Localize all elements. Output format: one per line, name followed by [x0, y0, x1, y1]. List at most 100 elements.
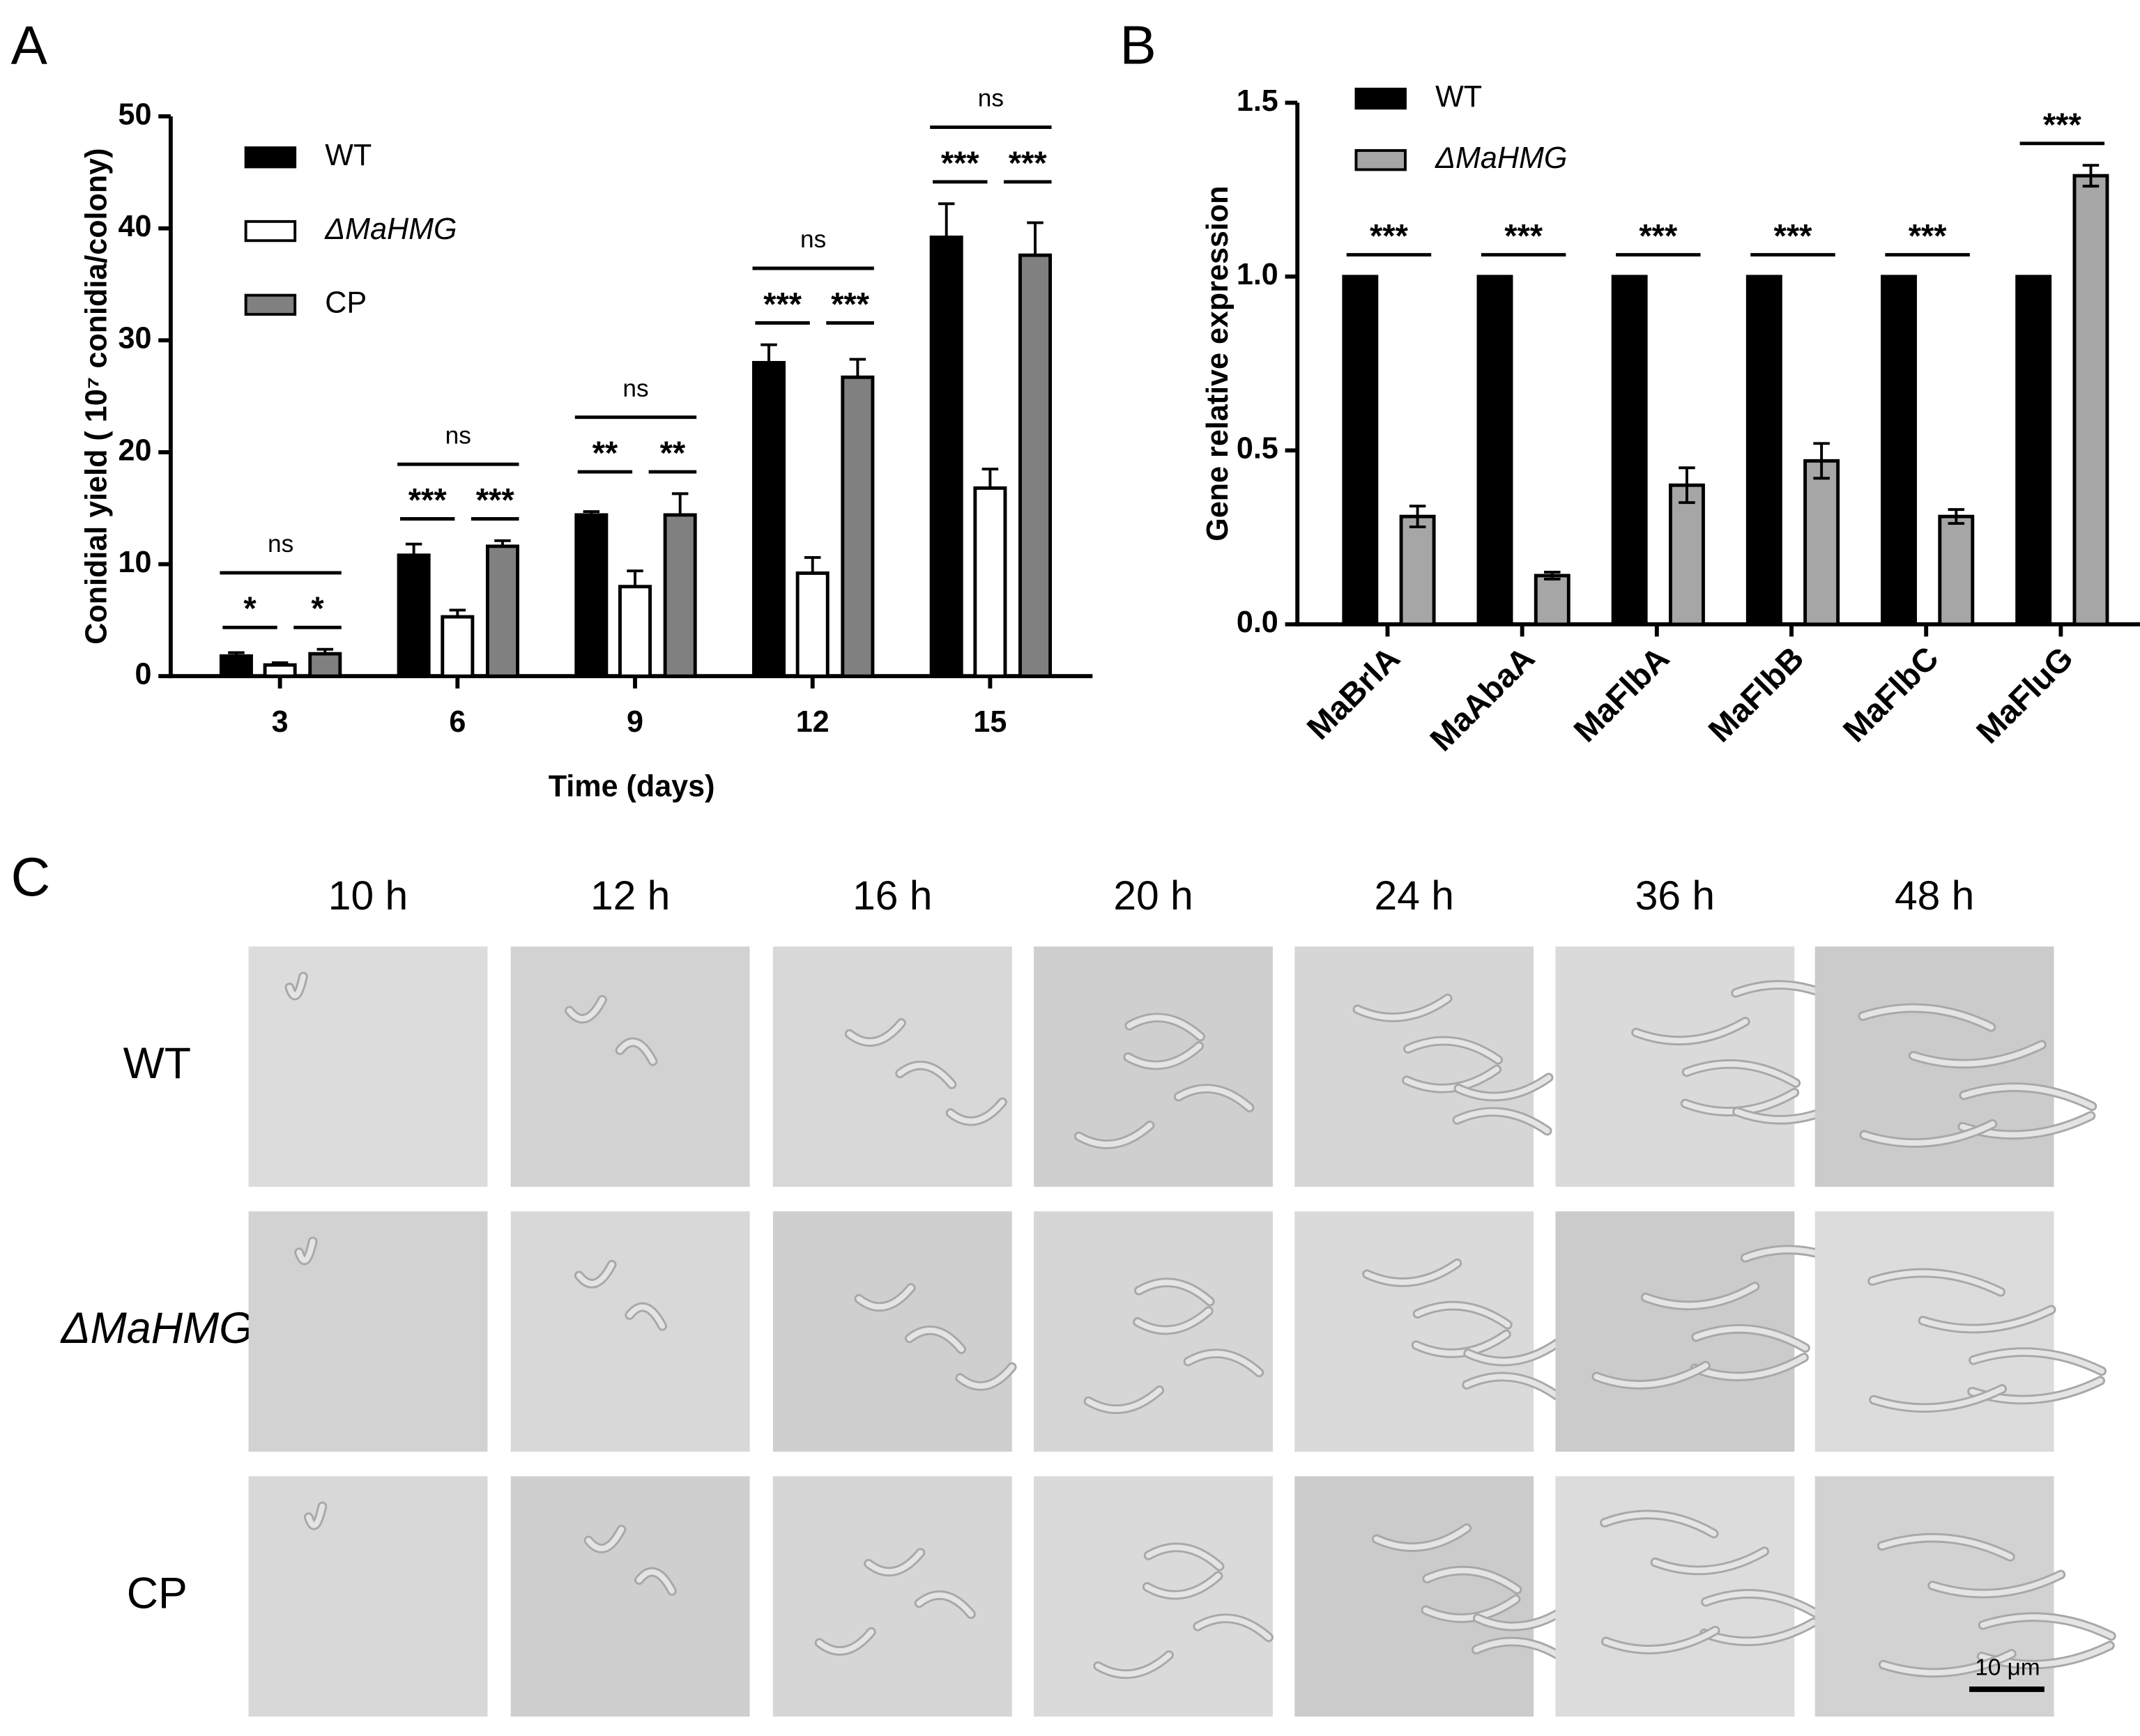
hypha-inner	[1125, 1043, 1202, 1068]
hypha-inner	[1404, 1066, 1500, 1091]
bar	[752, 360, 786, 678]
panel-label: B	[1120, 15, 1156, 76]
error-bar	[316, 647, 334, 654]
hypha-inner	[286, 974, 306, 999]
y-axis-label: Gene relative expression	[1201, 185, 1235, 541]
micrograph	[772, 946, 1012, 1187]
micrograph	[510, 1476, 750, 1717]
row-label: ΔMaHMG	[60, 1304, 253, 1353]
x-axis-label: Time (days)	[549, 769, 715, 803]
hypha-inner	[1870, 1270, 2004, 1295]
x-tick-label: 6	[449, 705, 466, 739]
bar	[1938, 514, 1975, 627]
y-tick-label: 50	[119, 98, 152, 131]
legend-label: ΔMaHMG	[1435, 141, 1567, 175]
hypha-inner	[846, 1020, 904, 1045]
hypha-inner	[1871, 1386, 2005, 1411]
error-bar	[583, 510, 600, 515]
bar	[1668, 483, 1705, 627]
hypha-inner	[1971, 1349, 2105, 1374]
y-tick-label: 40	[119, 210, 152, 243]
hypha-inner	[1373, 1525, 1470, 1550]
micrograph	[1294, 1211, 1534, 1452]
error-bar	[1948, 508, 1965, 525]
micrograph	[510, 946, 750, 1187]
legend-swatch	[244, 293, 297, 316]
legend-swatch	[244, 146, 297, 169]
legend-label: CP	[325, 286, 367, 320]
x-tick-label: MaFlbA	[1566, 639, 1676, 748]
x-tick-label: 3	[272, 705, 289, 739]
hypha-inner	[1405, 1038, 1501, 1063]
significance-label: *	[243, 590, 257, 627]
micrograph	[248, 1211, 488, 1452]
micrograph	[1294, 1476, 1534, 1717]
bar	[485, 544, 519, 678]
hypha-inner	[1920, 1307, 2054, 1332]
bar	[1745, 275, 1782, 627]
hypha-inner	[576, 1261, 615, 1286]
error-bar	[1409, 505, 1426, 529]
row-label: CP	[127, 1569, 188, 1618]
column-label: 24 h	[1375, 873, 1454, 919]
row-label: WT	[123, 1039, 191, 1088]
hypha-inner	[1136, 1280, 1213, 1305]
error-bar	[405, 542, 422, 555]
hypha-inner	[1465, 1339, 1561, 1365]
hypha-inner	[1692, 1354, 1807, 1380]
hypha-inner	[897, 1062, 955, 1087]
x-tick-label: 12	[796, 705, 830, 739]
hypha-inner	[1424, 1567, 1520, 1592]
x-tick-label: MaAbaA	[1423, 639, 1541, 758]
micrograph	[510, 1211, 750, 1452]
hypha-inner	[947, 1099, 1005, 1124]
micrograph	[1814, 946, 2054, 1187]
significance-label: ***	[408, 481, 448, 518]
column-label: 36 h	[1635, 873, 1715, 919]
error-bar	[938, 202, 955, 238]
panel-label: A	[11, 15, 48, 76]
significance-label: ***	[763, 285, 802, 322]
hypha-inner	[906, 1327, 965, 1353]
y-tick-label: 20	[119, 433, 152, 467]
significance-label: ***	[1639, 217, 1678, 254]
error-bar	[228, 651, 245, 656]
hypha-inner	[1910, 1042, 2045, 1067]
legend-swatch	[244, 220, 297, 243]
bar	[397, 553, 431, 678]
significance-label: ns	[445, 422, 471, 449]
error-bar	[494, 539, 511, 546]
hypha-inner	[1195, 1615, 1271, 1641]
bar	[1534, 574, 1570, 627]
significance-label: **	[593, 434, 618, 471]
x-tick-label: MaBrlA	[1299, 639, 1407, 746]
significance-label: ns	[978, 85, 1004, 112]
hypha-inner	[296, 1238, 316, 1263]
error-bar	[2082, 164, 2100, 188]
hypha-inner	[1693, 1326, 1808, 1351]
hypha-inner	[1702, 1620, 1817, 1645]
hypha-inner	[957, 1364, 1015, 1389]
column-label: 16 h	[853, 873, 932, 919]
hypha-inner	[1980, 1614, 2114, 1639]
significance-label: ***	[2043, 106, 2082, 143]
column-label: 10 h	[328, 873, 408, 919]
hypha-inner	[1414, 1303, 1511, 1328]
x-tick-label: 15	[973, 705, 1007, 739]
legend-label: ΔMaHMG	[324, 213, 457, 246]
y-axis-label: Conidial yield ( 10⁷ conidia/colony)	[79, 148, 113, 645]
error-bar	[849, 358, 866, 378]
bar	[1342, 275, 1379, 627]
hypha-inner	[1880, 1651, 2015, 1676]
significance-label: ***	[831, 285, 870, 322]
legend-label: WT	[1435, 80, 1482, 114]
x-tick-label: MaFlbC	[1835, 639, 1945, 748]
significance-label: ***	[476, 481, 515, 518]
error-bar	[1813, 442, 1830, 480]
hypha-inner	[1175, 1086, 1253, 1111]
hypha-inner	[1364, 1260, 1460, 1285]
column-label: 20 h	[1113, 873, 1193, 919]
error-bar	[271, 661, 289, 666]
error-bar	[981, 468, 999, 489]
bar	[1018, 253, 1053, 678]
